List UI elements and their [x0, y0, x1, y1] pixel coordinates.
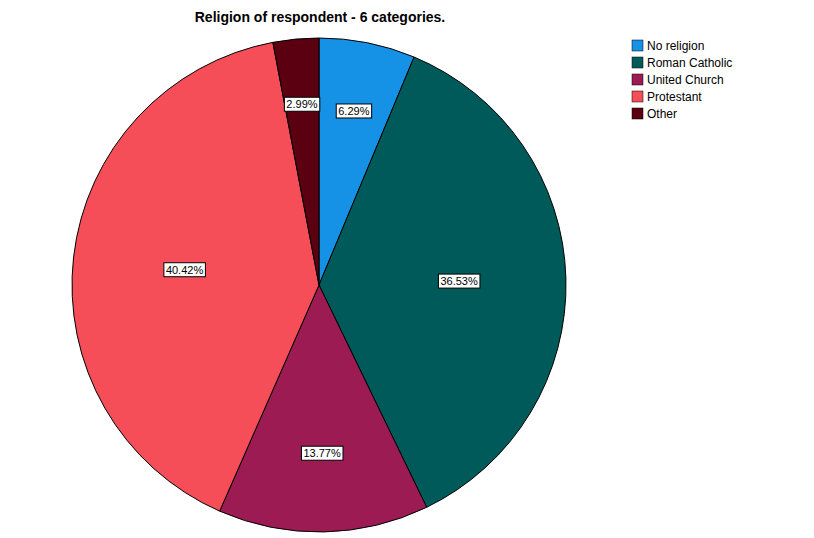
title: Religion of respondent - 6 categories.: [195, 9, 445, 25]
legend-swatch: [632, 91, 643, 102]
data-label-box: [284, 97, 319, 111]
slices: [72, 38, 566, 532]
legend-label: Protestant: [647, 90, 702, 104]
data-label-box: [336, 104, 371, 118]
data-label-box: [301, 446, 343, 460]
data-label: 36.53%: [440, 275, 478, 287]
data-label: 6.29%: [338, 105, 369, 117]
slice: [273, 38, 319, 285]
legend-label: Roman Catholic: [647, 56, 732, 70]
data-label-box: [164, 263, 206, 277]
data-label-box: [438, 274, 480, 288]
legend-label: Other: [647, 107, 677, 121]
legend-label: United Church: [647, 73, 724, 87]
data-label-group: 36.53%: [438, 274, 480, 288]
legend-swatch: [632, 57, 643, 68]
data-label: 2.99%: [286, 98, 317, 110]
chart: Religion of respondent - 6 categories. 6.…: [0, 0, 814, 538]
data-label-group: 13.77%: [301, 446, 343, 460]
data-label-group: 40.42%: [164, 263, 206, 277]
legend-swatch: [632, 40, 643, 51]
legend: No religion Roman Catholic United Church Pr…: [632, 39, 732, 121]
data-label: 40.42%: [166, 264, 204, 276]
data-label: 13.77%: [303, 447, 341, 459]
slice: [72, 42, 319, 511]
background: [0, 0, 814, 538]
legend-swatch: [632, 74, 643, 85]
legend-label: No religion: [647, 39, 704, 53]
data-label-group: 2.99%: [284, 97, 319, 111]
data-label-group: 6.29%: [336, 104, 371, 118]
legend-swatch: [632, 108, 643, 119]
data-labels: 6.29% 36.53% 13.77% 40.42% 2.99%: [164, 97, 480, 460]
